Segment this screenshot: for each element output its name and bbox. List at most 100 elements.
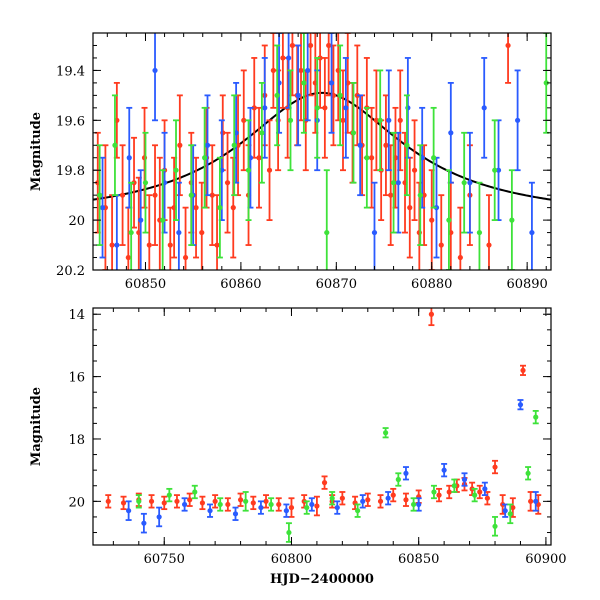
data-marker xyxy=(528,498,534,504)
data-point xyxy=(505,33,512,84)
data-point xyxy=(270,33,277,109)
data-point xyxy=(337,44,344,147)
data-marker xyxy=(114,242,120,248)
data-point xyxy=(492,516,499,537)
data-point xyxy=(224,131,231,234)
data-marker xyxy=(212,498,218,504)
data-point xyxy=(231,94,238,197)
data-marker xyxy=(167,242,173,248)
data-marker xyxy=(543,80,549,86)
data-marker xyxy=(334,504,340,511)
x-tick-label: 60900 xyxy=(525,552,566,567)
data-marker xyxy=(525,470,531,476)
data-marker xyxy=(365,497,371,503)
data-point xyxy=(436,487,443,503)
data-point xyxy=(135,494,142,509)
data-marker xyxy=(451,483,457,489)
data-point xyxy=(350,81,357,184)
data-point xyxy=(377,69,384,172)
data-point xyxy=(364,492,371,507)
data-marker xyxy=(386,117,392,123)
data-marker xyxy=(146,242,152,248)
data-marker xyxy=(173,167,179,173)
data-marker xyxy=(105,498,111,504)
data-marker xyxy=(141,520,147,526)
data-marker xyxy=(182,501,188,508)
data-point xyxy=(484,491,491,506)
data-point xyxy=(199,495,206,511)
data-point xyxy=(328,33,335,134)
data-marker xyxy=(230,205,236,211)
data-marker xyxy=(217,205,223,211)
data-point xyxy=(125,500,132,521)
data-point xyxy=(321,475,328,490)
y-tick-label: 20.2 xyxy=(56,264,85,279)
y-tick-label: 19.4 xyxy=(56,64,85,79)
data-marker xyxy=(152,67,158,74)
data-point xyxy=(261,57,268,159)
data-marker xyxy=(484,495,490,501)
data-point xyxy=(390,131,397,234)
data-marker xyxy=(287,117,294,123)
data-marker xyxy=(340,117,346,123)
data-marker xyxy=(328,80,335,86)
data-point xyxy=(532,491,539,512)
data-marker xyxy=(148,498,155,504)
data-marker xyxy=(120,500,127,506)
data-marker xyxy=(142,180,149,186)
data-marker xyxy=(357,142,363,148)
data-marker xyxy=(126,155,132,161)
data-point xyxy=(176,94,183,197)
data-point xyxy=(428,308,435,327)
data-marker xyxy=(301,80,307,86)
data-marker xyxy=(259,130,265,136)
data-point xyxy=(303,500,310,515)
data-marker xyxy=(390,180,397,186)
data-marker xyxy=(395,180,401,186)
data-point xyxy=(186,492,193,507)
data-marker xyxy=(177,142,183,148)
data-marker xyxy=(209,192,215,198)
data-point xyxy=(502,503,509,518)
data-marker xyxy=(268,501,274,508)
data-point xyxy=(461,131,468,234)
data-point xyxy=(339,491,346,506)
y-tick-label: 19.6 xyxy=(56,114,85,129)
data-marker xyxy=(395,476,401,483)
data-point xyxy=(105,494,112,509)
data-point xyxy=(447,81,454,184)
data-point xyxy=(430,106,437,209)
data-point xyxy=(287,69,294,172)
data-marker xyxy=(286,55,292,61)
data-marker xyxy=(385,495,391,501)
data-point xyxy=(403,94,410,197)
data-point xyxy=(295,44,302,147)
data-point xyxy=(245,119,252,222)
x-tick-label: 60870 xyxy=(316,277,357,292)
data-series xyxy=(135,410,539,543)
data-point xyxy=(109,194,116,270)
x-tick-label: 60800 xyxy=(271,552,312,567)
data-marker xyxy=(237,497,244,503)
data-point xyxy=(525,466,532,481)
data-marker xyxy=(270,67,276,74)
data-marker xyxy=(262,105,268,111)
data-marker xyxy=(515,117,521,123)
data-marker xyxy=(529,229,535,236)
data-marker xyxy=(298,67,304,74)
data-marker xyxy=(232,511,239,517)
data-marker xyxy=(533,414,539,420)
data-marker xyxy=(250,500,256,506)
data-marker xyxy=(461,180,467,186)
data-marker xyxy=(280,55,286,61)
data-point xyxy=(441,463,448,478)
data-marker xyxy=(510,504,516,511)
data-marker xyxy=(321,480,328,486)
data-marker xyxy=(350,130,357,136)
data-point xyxy=(193,156,200,259)
data-point xyxy=(159,169,166,270)
data-point xyxy=(481,481,488,497)
data-marker xyxy=(295,92,301,98)
data-marker xyxy=(482,486,488,492)
